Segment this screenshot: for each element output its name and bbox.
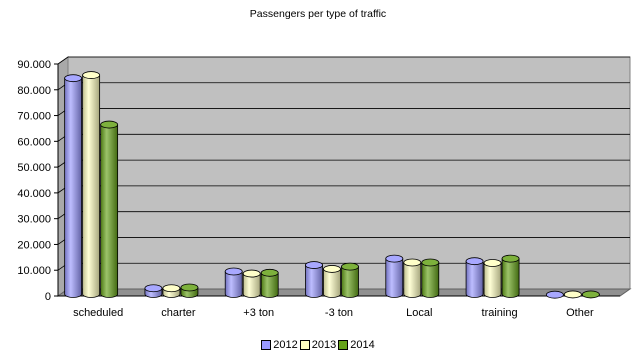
bar-top-2014--3 ton <box>341 262 359 271</box>
bar-2013-training <box>483 262 502 298</box>
x-tick-label: training <box>482 307 518 319</box>
bar-2014-+3 ton <box>260 272 279 298</box>
bar-top-2014-charter <box>180 283 199 292</box>
bar-top-2012-charter <box>144 284 163 293</box>
y-tick-label: 90.000 <box>17 59 51 71</box>
bar-top-2014-Local <box>421 258 440 267</box>
y-tick-label: 70.000 <box>17 111 51 123</box>
gridline <box>57 56 630 65</box>
bar-top-2012-+3 ton <box>224 267 243 276</box>
y-tick-label: 30.000 <box>17 214 51 226</box>
bar-2012-training <box>465 260 484 298</box>
legend-label: 2014 <box>350 339 375 351</box>
bar-2014--3 ton <box>341 266 359 298</box>
bar-2014-Local <box>421 262 440 298</box>
x-tick-label: -3 ton <box>325 307 353 319</box>
bar-top-2014-scheduled <box>100 120 119 129</box>
bar-top-2013-Other <box>563 290 582 299</box>
y-tick-label: 10.000 <box>17 265 51 277</box>
legend-item-2014: 2014 <box>338 339 375 351</box>
bar-2013-scheduled <box>82 74 101 298</box>
legend-swatch <box>299 340 310 350</box>
bar-2012-scheduled <box>64 77 83 298</box>
bar-top-2012-Local <box>385 254 404 263</box>
bar-top-2014-+3 ton <box>260 268 279 277</box>
chart-title: Passengers per type of traffic <box>249 8 387 20</box>
bar-top-2013-Local <box>403 258 422 267</box>
bar-top-2012-training <box>465 257 484 266</box>
x-tick-label: Local <box>406 307 432 319</box>
bar-2013-+3 ton <box>242 273 261 298</box>
bar-top-2013-charter <box>162 284 181 293</box>
legend-swatch <box>261 340 272 350</box>
x-tick-label: +3 ton <box>243 307 274 319</box>
y-tick-label: 20.000 <box>17 239 51 251</box>
bar-top-2013--3 ton <box>323 265 341 273</box>
bar-top-2014-Other <box>581 290 600 299</box>
legend-item-2012: 2012 <box>261 339 298 351</box>
bar-top-2012--3 ton <box>305 261 323 269</box>
bar-top-2013-training <box>483 259 502 267</box>
bar-top-2012-Other <box>545 290 564 299</box>
y-tick-label: 60.000 <box>17 136 51 148</box>
bar-2014-scheduled <box>100 124 119 298</box>
bar-2014-training <box>501 258 520 298</box>
bar-2012-+3 ton <box>224 271 243 298</box>
x-tick-label: charter <box>161 307 196 319</box>
y-tick-label: 50.000 <box>17 162 51 174</box>
bar-2012--3 ton <box>305 264 323 298</box>
x-tick-label: scheduled <box>73 307 123 319</box>
bar-top-2014-training <box>501 254 520 263</box>
y-tick-label: 0 <box>45 291 51 303</box>
legend-swatch <box>338 340 349 350</box>
plot-back-wall <box>67 56 631 290</box>
x-tick-label: Other <box>566 307 594 319</box>
legend: 2012 2013 2014 <box>0 339 636 353</box>
bar-2013--3 ton <box>323 268 341 298</box>
legend-label: 2012 <box>273 339 298 351</box>
bar-top-2013-scheduled <box>82 71 101 79</box>
bar-2012-Local <box>385 258 404 298</box>
y-tick-label: 40.000 <box>17 188 51 200</box>
bar-top-2012-scheduled <box>64 74 83 83</box>
legend-label: 2013 <box>311 339 337 351</box>
bar-2013-Local <box>403 262 422 298</box>
y-tick-label: 80.000 <box>17 85 51 97</box>
legend-item-2013: 2013 <box>299 339 337 351</box>
bar-top-2013-+3 ton <box>242 269 261 278</box>
